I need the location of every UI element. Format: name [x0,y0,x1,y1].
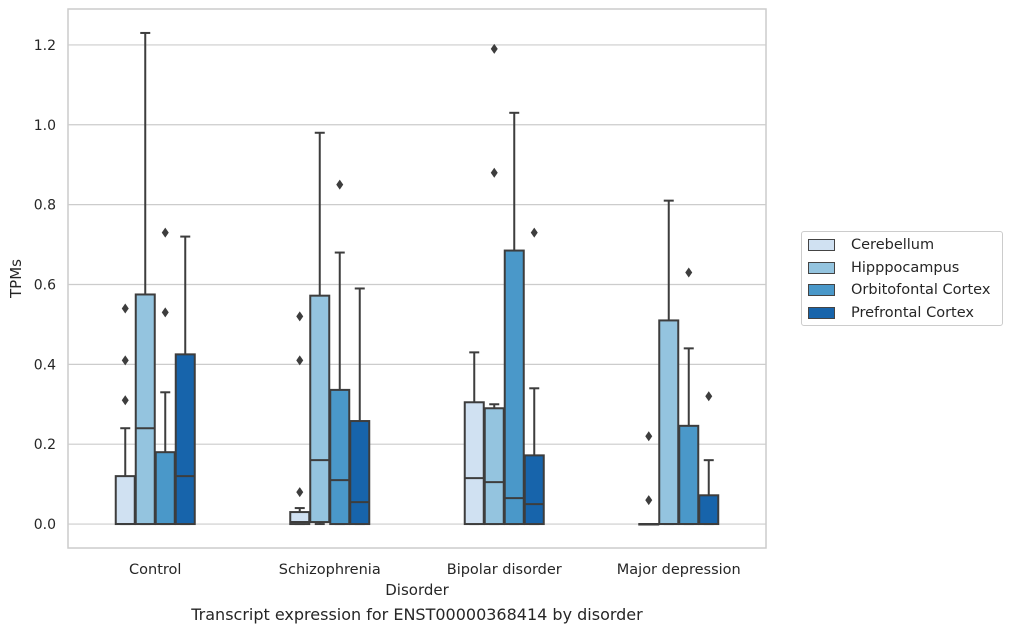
x-tick-label: Bipolar disorder [447,562,562,578]
legend-label-orbitofrontal-cortex: Orbitofontal Cortex [851,282,991,298]
box-control-cerebellum [114,475,136,526]
y-tick-label: 0.8 [34,198,56,214]
legend-item-orbitofrontal-cortex: Orbitofontal Cortex [808,280,990,300]
outlier-control-cerebellum [121,303,129,314]
box-major-depression-prefrontal-cortex [698,494,720,526]
legend-label-cerebellum: Cerebellum [851,237,935,253]
outlier-schizophrenia-cerebellum [296,355,304,366]
outlier-bipolar-disorder-hipppocampus [490,167,498,178]
box-schizophrenia-prefrontal-cortex [349,420,371,526]
outlier-schizophrenia-orbitofontal-cortex [336,179,344,190]
box-schizophrenia-hipppocampus [309,294,331,524]
box-control-orbitofontal-cortex [154,451,176,526]
y-axis-label: TPMs [7,259,25,299]
y-tick-label: 0.4 [34,357,56,373]
y-tick-label: 0.2 [34,437,56,453]
y-tick-label: 0.0 [34,517,56,533]
outlier-schizophrenia-cerebellum [296,311,304,322]
box-bipolar-disorder-cerebellum [463,401,485,526]
legend-label-hippocampus: Hipppocampus [851,260,960,276]
y-tick-label: 0.6 [34,277,56,293]
legend-label-prefrontal-cortex: Prefrontal Cortex [851,305,974,321]
outlier-major-depression-orbitofontal-cortex [685,267,693,278]
legend-swatch-cerebellum [808,239,835,251]
x-tick-label: Schizophrenia [279,562,381,578]
legend-item-cerebellum: Cerebellum [808,235,934,255]
outlier-bipolar-disorder-prefrontal-cortex [530,227,538,238]
outlier-major-depression-prefrontal-cortex [705,391,713,402]
box-schizophrenia-orbitofontal-cortex [329,388,351,526]
outlier-control-orbitofontal-cortex [161,227,169,238]
outlier-control-cerebellum [121,355,129,366]
outlier-control-cerebellum [121,395,129,406]
x-tick-label: Major depression [617,562,741,578]
legend-item-prefrontal-cortex: Prefrontal Cortex [808,303,974,323]
x-axis-label: Disorder [385,581,449,599]
legend-swatch-prefrontal-cortex [808,307,835,319]
outlier-schizophrenia-cerebellum [296,487,304,498]
outlier-bipolar-disorder-hipppocampus [490,43,498,54]
outlier-control-orbitofontal-cortex [161,307,169,318]
outlier-major-depression-cerebellum [645,495,653,506]
chart-caption: Transcript expression for ENST0000036841… [191,605,643,624]
box-major-depression-orbitofontal-cortex [678,424,700,526]
y-tick-label: 1.2 [34,38,56,54]
box-bipolar-disorder-prefrontal-cortex [523,454,545,526]
legend-item-hippocampus: Hipppocampus [808,258,959,278]
box-bipolar-disorder-orbitofontal-cortex [503,249,525,526]
box-bipolar-disorder-hipppocampus [483,407,505,526]
legend-swatch-orbitofrontal-cortex [808,284,835,296]
box-control-hipppocampus [134,293,156,526]
y-tick-label: 1.0 [34,118,56,134]
legend-swatch-hippocampus [808,262,835,274]
plot-frame [67,8,767,549]
box-major-depression-hipppocampus [658,319,680,526]
box-control-prefrontal-cortex [174,353,196,526]
legend: Cerebellum Hipppocampus Orbitofontal Cor… [801,231,1003,326]
outlier-major-depression-cerebellum [645,431,653,442]
x-tick-label: Control [129,562,181,578]
